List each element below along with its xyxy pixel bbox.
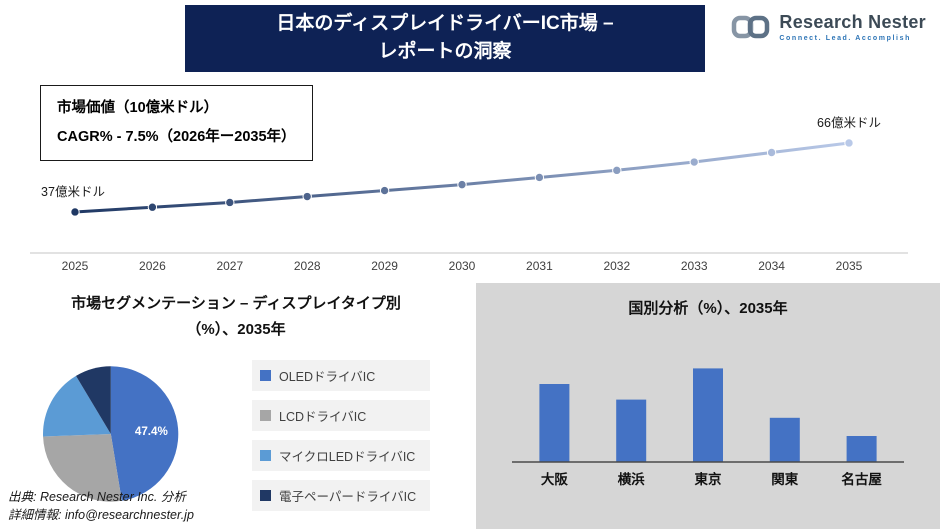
pie-slice (43, 434, 122, 502)
data-point (766, 147, 777, 158)
country-bar (693, 368, 723, 462)
data-point (612, 165, 622, 176)
data-point (534, 172, 545, 183)
segmentation-title-line-1: 市場セグメンテーション – ディスプレイタイプ別 (71, 295, 401, 312)
logo-icon (732, 15, 770, 39)
pie-data-label: 47.4% (135, 425, 169, 438)
year-tick-label: 2029 (371, 259, 398, 273)
year-tick-label: 2028 (294, 259, 321, 273)
data-point (70, 207, 80, 217)
contact-line: 詳細情報: info@researchnester.jp (8, 508, 194, 523)
page-title-banner: 日本のディスプレイドライバーIC市場 – レポートの洞察 (185, 5, 705, 73)
country-bar (769, 417, 800, 462)
year-tick-label: 2034 (758, 259, 785, 273)
country-label: 横浜 (618, 471, 645, 487)
year-tick-label: 2032 (603, 259, 630, 273)
logo-tagline: Connect. Lead. Accomplish (779, 35, 911, 42)
segmentation-title: 市場セグメンテーション – ディスプレイタイプ別 （%）、2035年 (0, 291, 472, 342)
year-tick-label: 2033 (681, 259, 708, 273)
bottom-section: 市場セグメンテーション – ディスプレイタイプ別 （%）、2035年 47.4%… (0, 283, 940, 529)
legend-item: 電子ペーパードライバIC (252, 480, 430, 511)
legend-swatch (260, 490, 271, 501)
country-bar (616, 399, 647, 462)
country-label: 東京 (695, 471, 722, 487)
data-point (147, 202, 158, 212)
legend-item: マイクロLEDドライバIC (252, 440, 430, 471)
legend-swatch (260, 450, 271, 461)
year-tick-label: 2027 (216, 259, 243, 273)
data-point (302, 191, 312, 202)
legend-label: LCDドライバIC (279, 410, 367, 424)
logo-name: Research Nester (779, 12, 926, 32)
source-note: 出典: Research Nester Inc. 分析 詳細情報: info@r… (8, 488, 194, 526)
year-tick-label: 2031 (526, 259, 553, 273)
data-point (689, 157, 699, 167)
page-title-line-2: レポートの洞察 (378, 40, 512, 62)
year-tick-label: 2035 (836, 259, 863, 273)
data-point (844, 138, 854, 148)
country-bar-chart: 大阪 横浜 東京 関東 名古屋 (512, 368, 904, 487)
legend-swatch (260, 410, 271, 421)
country-bar (846, 436, 877, 462)
year-tick-label: 2025 (62, 259, 89, 273)
end-value-annotation: 66億米ドル (817, 116, 881, 130)
legend-label: 電子ペーパードライバIC (279, 490, 417, 504)
year-tick-label: 2030 (449, 259, 476, 273)
pie-slice (110, 366, 179, 501)
country-title: 国別分析（%）、2035年 (628, 300, 788, 317)
market-value-box: 市場価値（10億米ドル） CAGR% - 7.5%（2026年ー2035年） (40, 85, 313, 161)
source-line: 出典: Research Nester Inc. 分析 (8, 489, 186, 504)
legend-item: OLEDドライバIC (252, 360, 430, 391)
data-point (457, 179, 467, 190)
year-tick-label: 2026 (139, 259, 166, 273)
cagr-label: CAGR% - 7.5%（2026年ー2035年） (57, 129, 296, 145)
country-panel: 国別分析（%）、2035年 大阪 横浜 東京 関東 名古屋 (476, 283, 940, 529)
start-value-annotation: 37億米ドル (41, 185, 105, 199)
legend-label: OLEDドライバIC (279, 370, 376, 384)
country-label: 名古屋 (841, 471, 882, 487)
pie-legend: OLEDドライバIC LCDドライバIC マイクロLEDドライバIC 電子ペーパードラ… (252, 360, 430, 511)
page-title-line-1: 日本のディスプレイドライバーIC市場 – (276, 13, 614, 34)
market-value-label: 市場価値（10億米ドル） (57, 100, 219, 116)
research-nester-logo: Research Nester Connect. Lead. Accomplis… (731, 12, 926, 42)
segmentation-pie-chart: 47.4% (43, 366, 179, 502)
pie-slice (75, 366, 111, 434)
segmentation-content: 47.4% OLEDドライバIC LCDドライバIC マイクロLEDドライバIC 電子… (0, 344, 472, 524)
data-point (379, 185, 390, 196)
country-label: 大阪 (541, 471, 568, 487)
legend-item: LCDドライバIC (252, 400, 430, 431)
legend-swatch (260, 370, 271, 381)
segmentation-title-line-2: （%）、2035年 (186, 320, 286, 338)
legend-label: マイクロLEDドライバIC (279, 450, 416, 464)
segmentation-panel: 市場セグメンテーション – ディスプレイタイプ別 （%）、2035年 47.4%… (0, 283, 472, 529)
market-trend-chart: 2025 2026 2027 2028 2029 2030 2031 2032 2033 2034… (30, 116, 908, 273)
pie-slice (43, 375, 111, 437)
logo-text: Research Nester Connect. Lead. Accomplis… (779, 12, 926, 42)
data-point (225, 197, 235, 208)
country-label: 関東 (771, 471, 798, 487)
country-bar (539, 384, 570, 462)
